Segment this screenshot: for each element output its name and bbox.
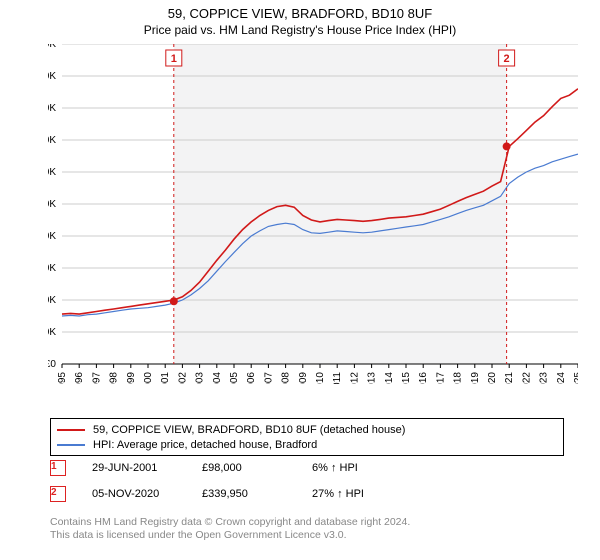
svg-text:1: 1 — [171, 53, 177, 65]
svg-text:2006: 2006 — [246, 372, 257, 384]
svg-text:£300K: £300K — [48, 167, 56, 178]
svg-text:2016: 2016 — [418, 372, 429, 384]
svg-text:2001: 2001 — [160, 372, 171, 384]
svg-text:£50K: £50K — [48, 327, 56, 338]
svg-text:2012: 2012 — [349, 372, 360, 384]
footer-attribution: Contains HM Land Registry data © Crown c… — [50, 516, 410, 542]
svg-text:£150K: £150K — [48, 263, 56, 274]
svg-text:£400K: £400K — [48, 103, 56, 114]
svg-text:2023: 2023 — [539, 372, 550, 384]
sale-marker-icon: 1 — [50, 460, 66, 476]
svg-text:2024: 2024 — [556, 372, 567, 384]
legend-label: HPI: Average price, detached house, Brad… — [93, 439, 317, 451]
svg-text:2003: 2003 — [195, 372, 206, 384]
svg-text:£200K: £200K — [48, 231, 56, 242]
svg-text:£100K: £100K — [48, 295, 56, 306]
sale-marker-icon: 2 — [50, 486, 66, 502]
legend-item: 59, COPPICE VIEW, BRADFORD, BD10 8UF (de… — [57, 422, 557, 437]
page-title: 59, COPPICE VIEW, BRADFORD, BD10 8UF — [0, 6, 600, 21]
svg-text:2020: 2020 — [487, 372, 498, 384]
svg-text:2022: 2022 — [521, 372, 532, 384]
svg-text:1999: 1999 — [126, 372, 137, 384]
svg-text:2: 2 — [504, 53, 510, 65]
svg-text:2021: 2021 — [504, 372, 515, 384]
svg-text:2015: 2015 — [401, 372, 412, 384]
svg-text:2009: 2009 — [298, 372, 309, 384]
svg-text:£350K: £350K — [48, 135, 56, 146]
sale-delta: 27% ↑ HPI — [312, 488, 364, 500]
svg-text:£500K: £500K — [48, 44, 56, 50]
svg-text:2018: 2018 — [453, 372, 464, 384]
svg-text:£250K: £250K — [48, 199, 56, 210]
svg-text:£450K: £450K — [48, 71, 56, 82]
sale-row: 1 29-JUN-2001 £98,000 6% ↑ HPI — [50, 460, 560, 476]
svg-text:£0: £0 — [48, 359, 56, 370]
price-chart: £0 £50K £100K £150K £200K £250K £300K £350K £400… — [48, 44, 578, 384]
legend: 59, COPPICE VIEW, BRADFORD, BD10 8UF (de… — [50, 418, 564, 456]
svg-text:2005: 2005 — [229, 372, 240, 384]
svg-text:1995: 1995 — [57, 372, 68, 384]
svg-text:2000: 2000 — [143, 372, 154, 384]
sale-row: 2 05-NOV-2020 £339,950 27% ↑ HPI — [50, 486, 560, 502]
svg-text:2004: 2004 — [212, 372, 223, 384]
svg-text:2014: 2014 — [384, 372, 395, 384]
page-subtitle: Price paid vs. HM Land Registry's House … — [0, 23, 600, 37]
sale-date: 05-NOV-2020 — [92, 488, 202, 500]
svg-text:2007: 2007 — [263, 372, 274, 384]
legend-item: HPI: Average price, detached house, Brad… — [57, 437, 557, 452]
legend-label: 59, COPPICE VIEW, BRADFORD, BD10 8UF (de… — [93, 424, 405, 436]
sale-price: £98,000 — [202, 462, 312, 474]
svg-text:2017: 2017 — [435, 372, 446, 384]
legend-swatch — [57, 444, 85, 446]
sale-date: 29-JUN-2001 — [92, 462, 202, 474]
svg-text:1996: 1996 — [74, 372, 85, 384]
svg-text:2008: 2008 — [281, 372, 292, 384]
sale-price: £339,950 — [202, 488, 312, 500]
svg-text:2002: 2002 — [177, 372, 188, 384]
sale-delta: 6% ↑ HPI — [312, 462, 358, 474]
svg-text:2019: 2019 — [470, 372, 481, 384]
svg-text:1998: 1998 — [109, 372, 120, 384]
svg-text:1997: 1997 — [91, 372, 102, 384]
svg-text:2013: 2013 — [367, 372, 378, 384]
svg-text:2010: 2010 — [315, 372, 326, 384]
svg-text:2011: 2011 — [332, 372, 343, 384]
svg-text:2025: 2025 — [573, 372, 578, 384]
legend-swatch — [57, 429, 85, 431]
